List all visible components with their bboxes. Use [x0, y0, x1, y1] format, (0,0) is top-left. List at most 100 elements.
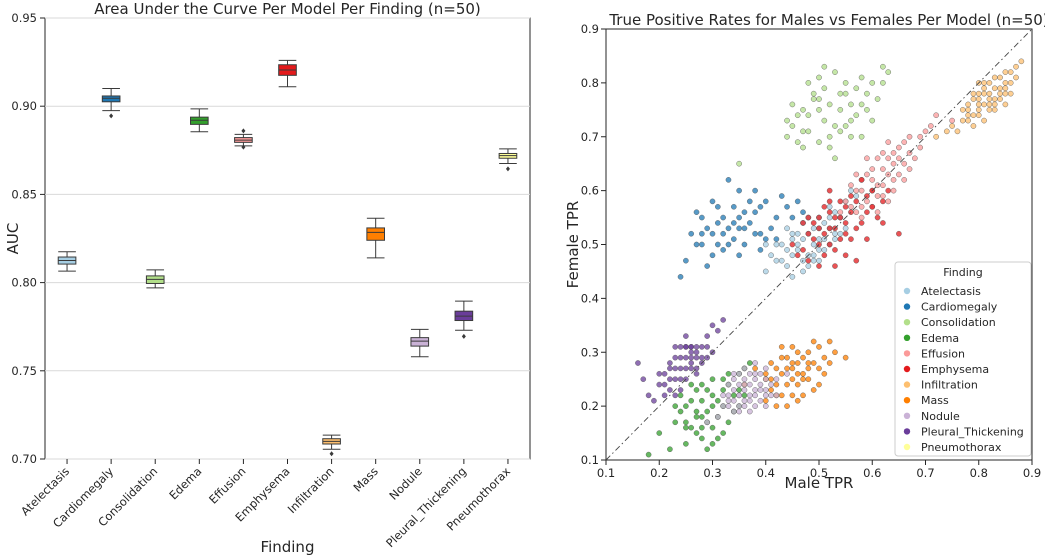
scatter-point — [762, 268, 769, 275]
scatter-point — [826, 214, 833, 221]
scatter-point — [688, 344, 695, 350]
legend-title: Finding — [943, 266, 983, 279]
scatter-point — [704, 408, 710, 415]
scatter-point — [810, 360, 817, 366]
legend-item-effusion: Effusion — [903, 347, 965, 360]
scatter-point — [917, 144, 923, 151]
tpr-legend: Finding Atelectasis Cardiomegaly Consolida… — [894, 261, 1032, 457]
scatter-point — [778, 193, 785, 199]
tpr-y-axis-label: Female TPR — [564, 201, 582, 289]
scatter-point — [821, 252, 828, 259]
scatter-point — [912, 155, 918, 162]
scatter-point — [874, 193, 881, 199]
scatter-point — [826, 133, 833, 140]
scatter-point — [805, 365, 812, 372]
scatter-point — [965, 101, 971, 108]
scatter-point — [826, 225, 833, 232]
scatter-point — [917, 133, 923, 140]
scatter-point — [810, 236, 817, 242]
scatter-point — [699, 354, 705, 361]
scatter-point — [906, 166, 913, 172]
legend-label: Mass — [921, 394, 949, 407]
scatter-point — [991, 74, 998, 81]
auc-y-tick-label: 0.80 — [11, 276, 37, 290]
tpr-y-tick-label: 0.1 — [581, 453, 599, 467]
tpr-x-tick-label: 0.9 — [1023, 466, 1041, 480]
tpr-x-tick-label: 0.7 — [916, 466, 934, 480]
scatter-point — [970, 123, 977, 129]
scatter-point — [736, 381, 742, 388]
scatter-point — [864, 90, 870, 97]
tpr-y-tick-label: 0.2 — [581, 399, 599, 413]
scatter-point — [890, 160, 897, 167]
scatter-point — [741, 365, 748, 372]
scatter-point — [832, 247, 838, 253]
scatter-point — [954, 128, 961, 135]
scatter-point — [688, 354, 695, 361]
scatter-point — [762, 370, 769, 377]
scatter-point — [677, 392, 684, 399]
scatter-point — [832, 230, 838, 237]
scatter-point — [858, 214, 865, 221]
scatter-point — [800, 247, 806, 253]
scatter-point — [826, 101, 833, 108]
series-nodule — [704, 360, 790, 426]
box-atelectasis — [57, 251, 77, 272]
scatter-point — [741, 241, 748, 248]
scatter-point — [837, 214, 844, 221]
scatter-point — [816, 225, 822, 232]
scatter-point — [805, 80, 812, 86]
tpr-x-tick-label: 0.8 — [970, 466, 988, 480]
scatter-point — [810, 220, 817, 226]
tpr-y-tick-label: 0.3 — [581, 345, 599, 359]
scatter-point — [885, 198, 892, 205]
scatter-point — [848, 101, 854, 108]
scatter-point — [794, 247, 801, 253]
scatter-point — [693, 344, 700, 350]
scatter-point — [922, 128, 929, 135]
scatter-point — [757, 397, 764, 404]
scatter-point — [778, 344, 785, 350]
series-effusion — [837, 112, 955, 221]
auc-y-tick-label: 0.85 — [11, 187, 37, 201]
scatter-point — [784, 354, 790, 361]
scatter-point — [667, 365, 673, 372]
scatter-point — [752, 376, 758, 382]
scatter-point — [778, 370, 785, 377]
scatter-point — [683, 354, 689, 361]
scatter-point — [741, 225, 748, 232]
scatter-point — [667, 446, 673, 453]
scatter-point — [752, 230, 758, 237]
scatter-point — [784, 263, 790, 269]
scatter-point — [736, 408, 742, 415]
scatter-point — [704, 354, 710, 361]
scatter-point — [959, 117, 966, 124]
scatter-point — [699, 381, 705, 388]
legend-item-consolidation: Consolidation — [903, 316, 996, 329]
scatter-point — [789, 241, 796, 248]
scatter-point — [672, 392, 679, 399]
auc-y-tick-label: 0.95 — [11, 11, 37, 25]
scatter-point — [986, 101, 993, 108]
scatter-point — [699, 414, 705, 420]
scatter-point — [715, 397, 721, 404]
scatter-point — [858, 203, 865, 210]
scatter-point — [853, 187, 860, 194]
scatter-point — [768, 387, 774, 393]
scatter-point — [959, 107, 966, 113]
scatter-point — [794, 112, 801, 118]
scatter-point — [789, 252, 796, 259]
scatter-point — [986, 107, 993, 113]
scatter-point — [683, 403, 689, 409]
scatter-point — [842, 123, 849, 129]
scatter-point — [683, 257, 689, 264]
scatter-point — [880, 80, 886, 86]
scatter-point — [720, 387, 726, 393]
scatter-point — [762, 365, 769, 372]
scatter-point — [821, 220, 828, 226]
tpr-x-tick-label: 0.5 — [810, 466, 828, 480]
scatter-point — [752, 365, 758, 372]
scatter-point — [864, 198, 870, 205]
legend-label: Atelectasis — [921, 285, 981, 298]
legend-item-edema: Edema — [903, 332, 959, 345]
